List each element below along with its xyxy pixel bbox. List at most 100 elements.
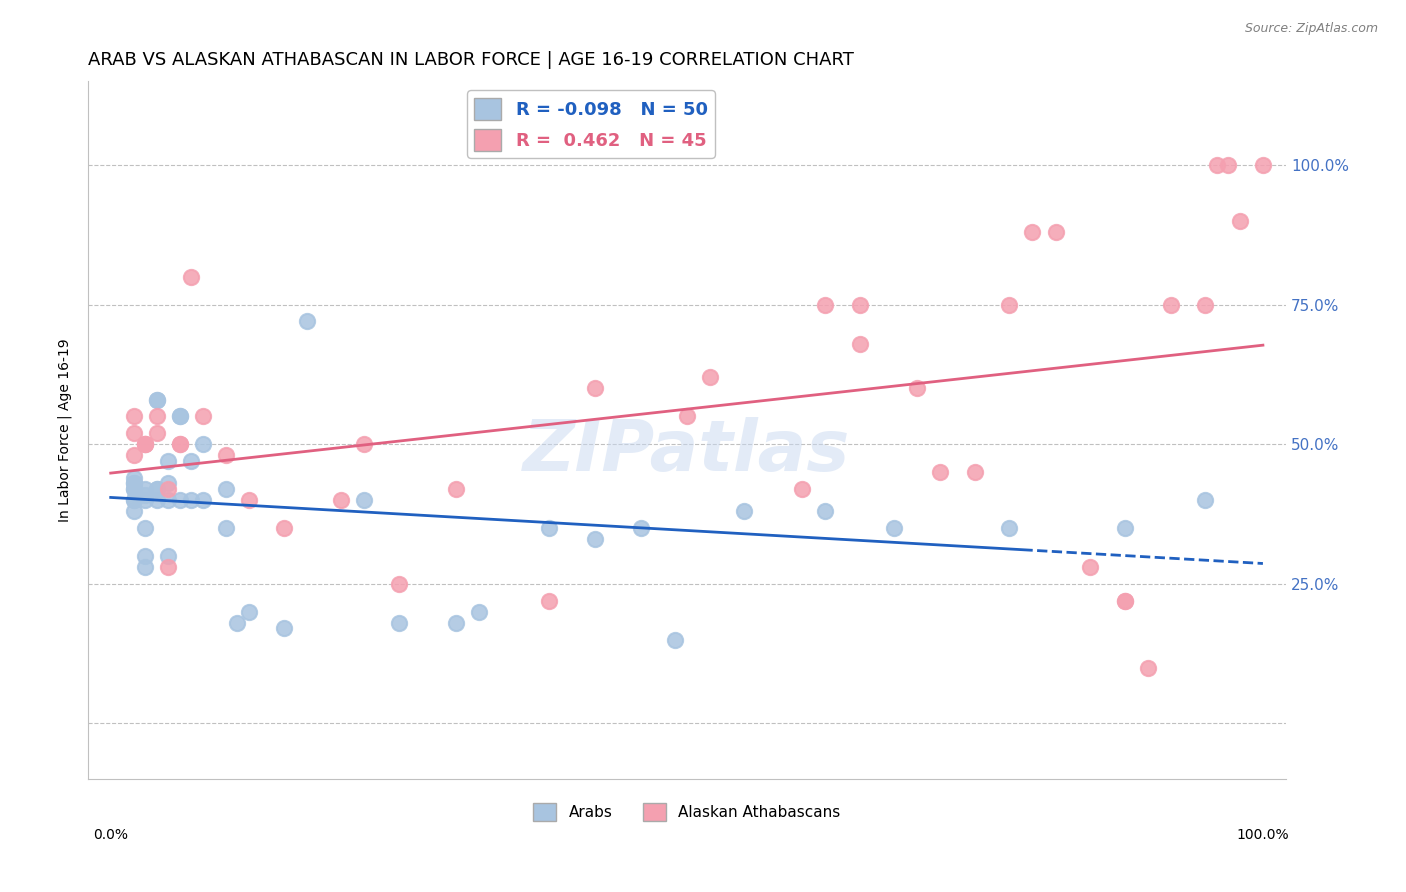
Point [1218,158,1240,172]
Point [122,493,145,508]
Point [848,336,870,351]
Point [388,615,411,630]
Point [191,409,214,424]
Point [134,437,156,451]
Text: Source: ZipAtlas.com: Source: ZipAtlas.com [1244,22,1378,36]
Point [169,437,191,451]
Point [446,615,468,630]
Point [699,370,721,384]
Point [848,298,870,312]
Point [134,549,156,563]
Point [134,493,156,508]
Point [883,521,905,535]
Point [146,493,169,508]
Point [238,493,260,508]
Point [122,476,145,491]
Point [1136,660,1159,674]
Point [122,426,145,441]
Point [146,392,169,407]
Point [1251,158,1274,172]
Point [122,493,145,508]
Point [1078,560,1101,574]
Point [169,409,191,424]
Point [446,482,468,496]
Text: ARAB VS ALASKAN ATHABASCAN IN LABOR FORCE | AGE 16-19 CORRELATION CHART: ARAB VS ALASKAN ATHABASCAN IN LABOR FORC… [87,51,853,69]
Point [1021,225,1043,239]
Point [790,482,813,496]
Point [157,493,180,508]
Point [1205,158,1227,172]
Point [814,298,837,312]
Point [180,493,202,508]
Point [998,298,1021,312]
Point [468,605,491,619]
Point [537,593,560,607]
Point [134,437,156,451]
Point [1229,214,1251,228]
Point [583,381,606,395]
Point [905,381,928,395]
Point [1194,298,1216,312]
Point [1114,521,1136,535]
Point [664,632,686,647]
Point [215,449,238,463]
Point [146,426,169,441]
Point [191,493,214,508]
Point [157,476,180,491]
Point [157,549,180,563]
Point [122,449,145,463]
Point [157,482,180,496]
Point [146,482,169,496]
Point [146,392,169,407]
Point [122,504,145,518]
Text: 0.0%: 0.0% [93,828,128,842]
Point [1194,493,1216,508]
Point [226,615,249,630]
Point [675,409,697,424]
Point [122,482,145,496]
Point [122,409,145,424]
Point [134,521,156,535]
Point [1045,225,1067,239]
Point [146,482,169,496]
Point [537,521,560,535]
Point [733,504,755,518]
Point [169,409,191,424]
Point [273,521,295,535]
Point [180,269,202,284]
Point [1114,593,1136,607]
Point [157,454,180,468]
Point [146,409,169,424]
Point [1114,593,1136,607]
Text: 100.0%: 100.0% [1237,828,1289,842]
Text: ZIPatlas: ZIPatlas [523,417,851,486]
Y-axis label: In Labor Force | Age 16-19: In Labor Force | Age 16-19 [58,338,72,522]
Point [929,465,952,479]
Point [215,482,238,496]
Point [191,437,214,451]
Point [134,482,156,496]
Point [157,560,180,574]
Point [353,493,375,508]
Legend: Arabs, Alaskan Athabascans: Arabs, Alaskan Athabascans [527,797,846,828]
Point [122,471,145,485]
Point [238,605,260,619]
Point [330,493,353,508]
Point [215,521,238,535]
Point [1160,298,1182,312]
Point [122,476,145,491]
Point [134,437,156,451]
Point [122,482,145,496]
Point [169,437,191,451]
Point [814,504,837,518]
Point [134,560,156,574]
Point [583,532,606,546]
Point [273,622,295,636]
Point [388,577,411,591]
Point [134,487,156,501]
Point [180,454,202,468]
Point [630,521,652,535]
Point [353,437,375,451]
Point [998,521,1021,535]
Point [963,465,986,479]
